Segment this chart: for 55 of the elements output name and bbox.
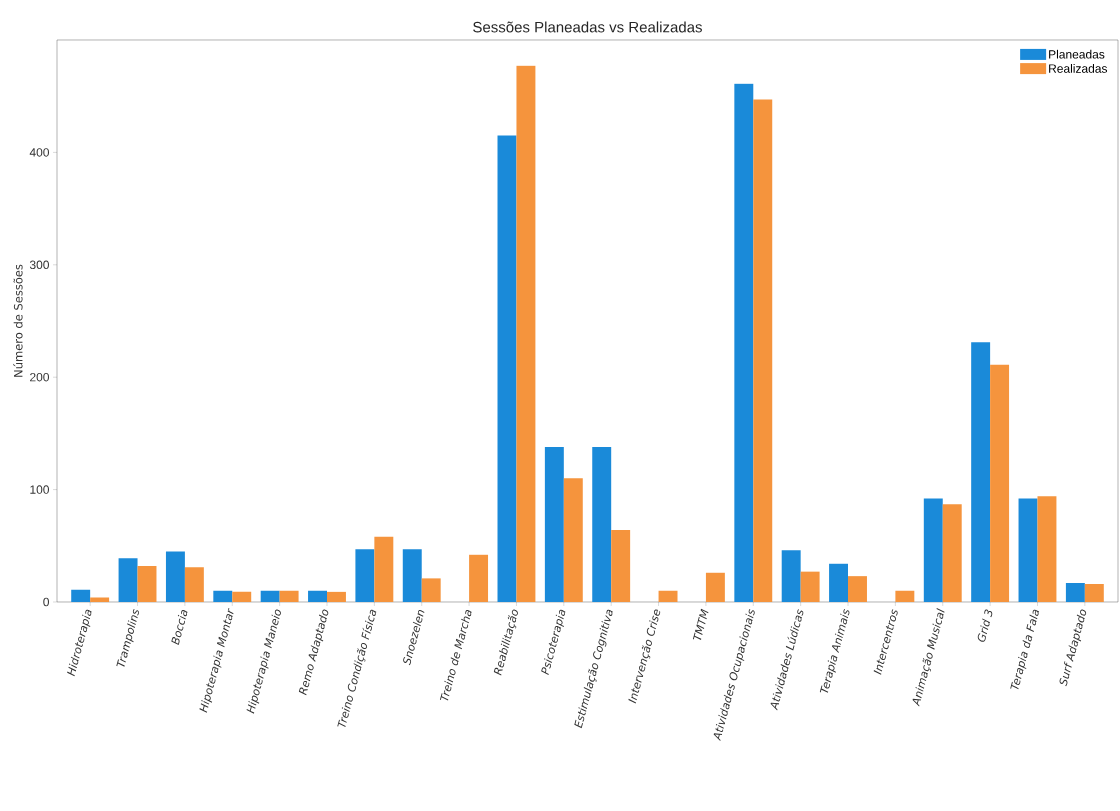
bar <box>402 549 422 602</box>
bar <box>355 549 375 602</box>
bar <box>118 558 138 602</box>
bar <box>184 567 204 602</box>
x-tick-label: Terapia da Fala <box>1010 609 1040 690</box>
bar <box>942 504 962 602</box>
x-tick-label: Grid 3 <box>977 609 993 642</box>
bar <box>326 591 346 602</box>
x-tick-label: TMTM <box>692 608 709 640</box>
bar <box>734 83 754 602</box>
bar <box>279 590 299 602</box>
bar <box>1065 582 1085 602</box>
bar <box>895 590 915 602</box>
bar <box>800 571 820 602</box>
bar <box>971 342 991 602</box>
bar <box>374 536 394 602</box>
bar <box>90 597 110 602</box>
bar <box>563 478 583 602</box>
bar <box>990 364 1010 602</box>
bar <box>137 566 157 602</box>
y-tick-label: 200 <box>30 372 50 382</box>
y-tick-label: 0 <box>43 597 50 607</box>
bar <box>421 578 441 602</box>
bar <box>497 135 517 602</box>
bar <box>308 590 327 602</box>
bar <box>165 551 185 602</box>
bar <box>781 550 801 602</box>
bar <box>923 498 943 602</box>
bar <box>1084 584 1104 602</box>
bar <box>516 65 536 602</box>
bar <box>658 590 678 602</box>
x-tick-label: Terapia Animais <box>819 608 850 693</box>
bar <box>544 446 564 602</box>
bar <box>592 446 612 602</box>
bar <box>260 590 280 602</box>
bar <box>1018 498 1038 602</box>
y-axis-title: Número de Sessões <box>13 264 23 377</box>
x-tick-label: Boccia <box>171 609 188 646</box>
legend-label: Realizadas <box>1049 64 1108 73</box>
y-tick-label: 100 <box>30 485 50 494</box>
chart-title: Sessões Planeadas vs Realizadas <box>473 21 702 33</box>
bar <box>829 563 849 602</box>
bar <box>1037 496 1057 602</box>
x-tick-label: Treino de Marcha <box>439 609 472 701</box>
bar <box>232 591 252 602</box>
bar <box>705 572 725 602</box>
bar <box>848 576 867 602</box>
bar <box>71 589 91 602</box>
legend-label: Planeadas <box>1049 49 1105 59</box>
bar <box>611 530 631 602</box>
y-tick-label: 400 <box>29 148 50 157</box>
y-tick-label: 300 <box>29 260 50 270</box>
bar <box>753 99 773 602</box>
bar <box>469 554 489 602</box>
bar <box>213 590 233 602</box>
